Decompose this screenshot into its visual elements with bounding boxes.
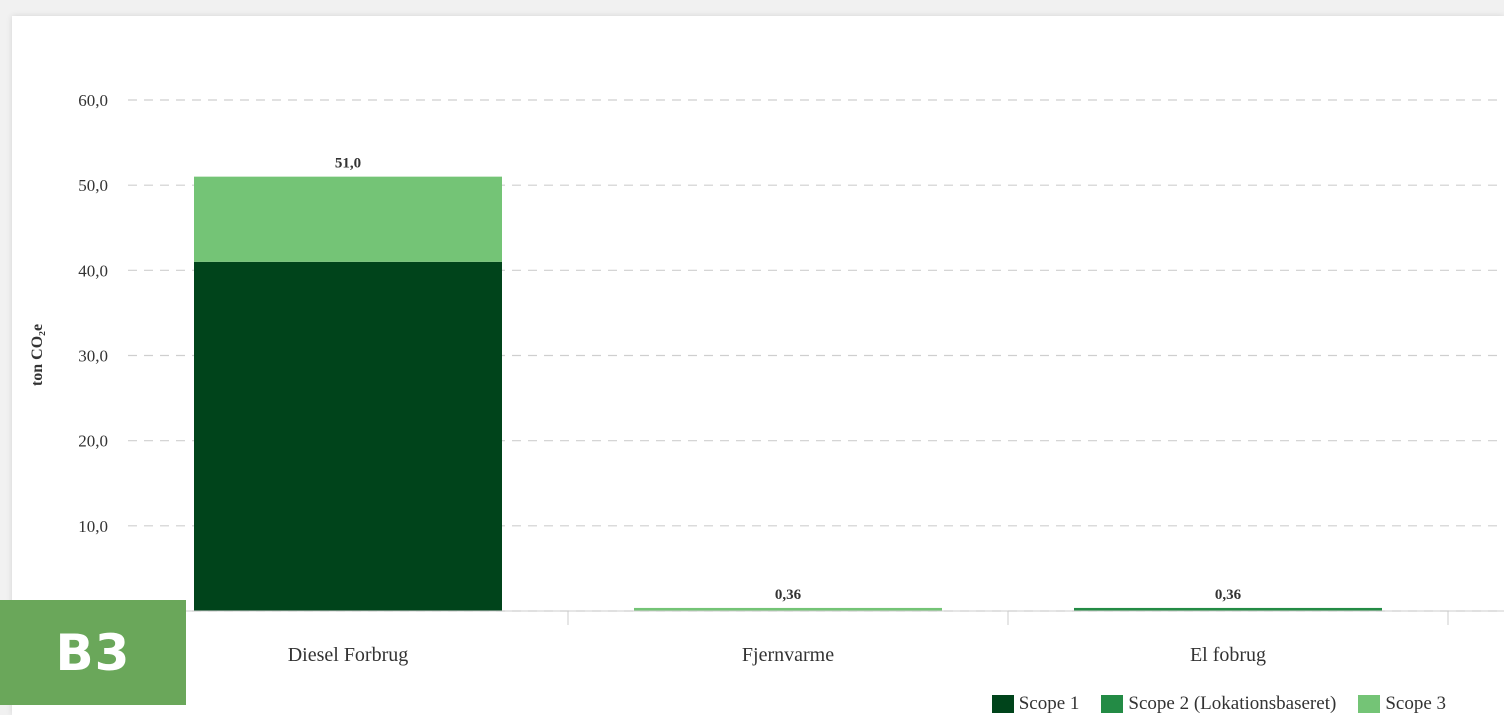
y-tick-label: 10,0 xyxy=(78,517,108,536)
legend-swatch xyxy=(991,695,1014,713)
y-axis-ticks: 0,010,020,030,040,050,060,0 xyxy=(78,91,108,621)
data-labels: 51,0 0,36 0,36 xyxy=(335,156,1242,603)
bar-segment xyxy=(1074,607,1382,611)
legend-item[interactable]: Scope 3 xyxy=(1358,693,1446,715)
legend-item[interactable]: Scope 2 (Lokationsbaseret) xyxy=(1101,693,1336,715)
legend-label: Scope 2 (Lokationsbaseret) xyxy=(1128,693,1337,714)
legend-item[interactable]: Scope 1 xyxy=(991,693,1080,715)
bar-total-label: 0,36 xyxy=(1215,587,1242,603)
legend: Scope 1 Scope 2 (Lokationsbaseret) Scope 3 xyxy=(991,693,1446,715)
x-tick-label: El fobrug xyxy=(1190,644,1266,666)
x-tick-label: Diesel Forbrug xyxy=(288,644,409,666)
bar-total-label: 0,36 xyxy=(775,587,802,603)
section-badge: B3 xyxy=(0,600,186,705)
y-tick-label: 40,0 xyxy=(78,261,108,280)
bar-segment xyxy=(194,261,502,611)
bars xyxy=(194,176,1382,611)
legend-label: Scope 1 xyxy=(1018,693,1080,714)
legend-swatch xyxy=(1358,695,1381,713)
bar-segment xyxy=(634,607,942,611)
bar-total-label: 51,0 xyxy=(335,156,361,172)
y-tick-label: 20,0 xyxy=(78,432,108,451)
y-axis-label: ton CO₂e xyxy=(29,324,46,386)
y-tick-label: 50,0 xyxy=(78,176,108,195)
y-tick-label: 60,0 xyxy=(78,91,108,110)
x-tick-label: Fjernvarme xyxy=(742,644,834,666)
legend-label: Scope 3 xyxy=(1385,693,1446,714)
x-axis: Diesel Forbrug Fjernvarme El fobrug xyxy=(128,610,1504,666)
y-tick-label: 30,0 xyxy=(78,347,108,366)
badge-label: B3 xyxy=(55,623,131,682)
legend-swatch xyxy=(1101,695,1124,713)
bar-segment xyxy=(194,176,502,262)
